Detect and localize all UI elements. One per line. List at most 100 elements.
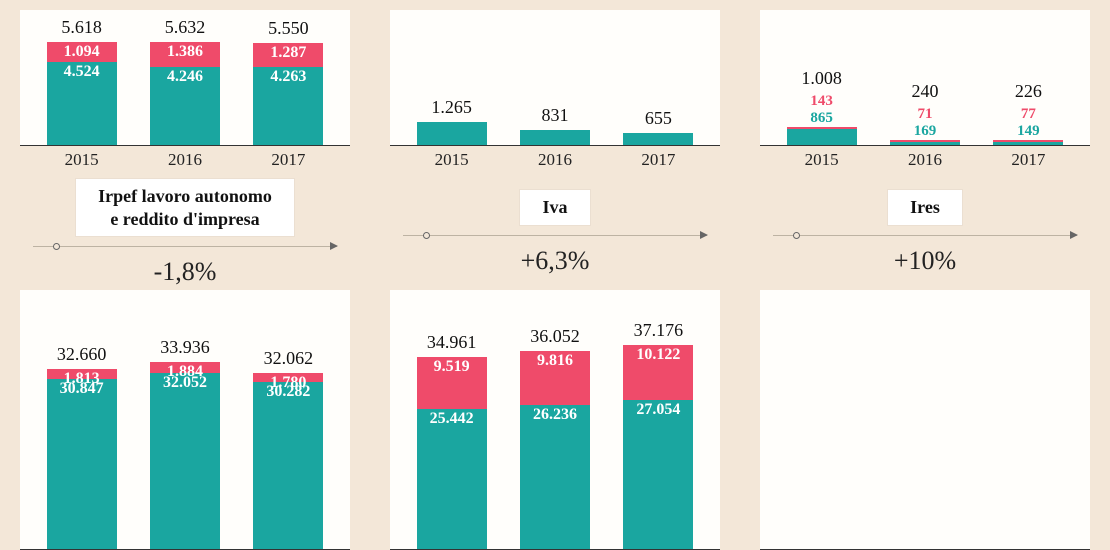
- bar-segment-bottom: 26.236: [520, 405, 590, 549]
- ires-title: Ires: [888, 190, 962, 225]
- bar-total-label: 33.936: [160, 337, 210, 358]
- iva-pct: +6,3%: [521, 246, 590, 276]
- year-label: 2017: [237, 150, 340, 170]
- bar-segment-top: [890, 140, 960, 142]
- bar-segment-bottom: [787, 129, 857, 145]
- ires-top-years: 2015 2016 2017: [760, 146, 1090, 170]
- bar-group: 5.6184.5241.094: [30, 17, 133, 145]
- ires-bottom-chart: [760, 290, 1090, 550]
- axis-arrow-icon: [1070, 231, 1078, 239]
- ires-mid: Ires +10%: [760, 170, 1090, 290]
- bar-total-label: 5.632: [165, 17, 206, 38]
- bar-segment-bottom: 4.524: [47, 62, 117, 145]
- bar-stack: [993, 140, 1063, 145]
- bar-group: 34.96125.4429.519: [400, 332, 503, 549]
- bar-group: 32.660 30.8471.813: [30, 344, 133, 549]
- bar-stack: 4.524 1.094: [47, 42, 117, 145]
- ires-top-wrap: 1.008 143865 240 71169 226 77149 2015 2016 20…: [760, 0, 1090, 170]
- bar-total-label: 1.008: [801, 68, 842, 89]
- irpef-top-chart: 5.6184.5241.0945.6324.2461.3865.5504.263…: [20, 10, 350, 146]
- bar-bottom-value: 169: [914, 123, 937, 140]
- bar-group: 1.008 143865: [770, 68, 873, 145]
- bar-top-value: 1.386: [150, 43, 220, 61]
- year-label: 2015: [30, 150, 133, 170]
- bar-top-value: 10.122: [623, 346, 693, 364]
- irpef-top-wrap: 5.6184.5241.0945.6324.2461.3865.5504.263…: [20, 0, 350, 170]
- iva-title: Iva: [520, 190, 589, 225]
- bar-segment-bottom: 30.282: [253, 382, 323, 549]
- bar-group: 5.5504.2631.287: [237, 18, 340, 145]
- bar-top-value: 71: [914, 106, 937, 123]
- bar-top-value: 9.816: [520, 352, 590, 370]
- iva-top-chart: 1.265 831 655: [390, 10, 720, 146]
- bar-bottom-value: 149: [1017, 123, 1040, 140]
- external-value-labels: 77149: [1017, 106, 1040, 140]
- bar-total-label: 32.660: [57, 344, 107, 365]
- bar-top-value: 143: [810, 93, 833, 110]
- year-label: 2015: [400, 150, 503, 170]
- bar-bottom-value: 25.442: [417, 410, 487, 428]
- bar-segment-bottom: 4.263: [253, 67, 323, 145]
- bar-segment-bottom: 30.847: [47, 379, 117, 549]
- bar-top-value: 1.094: [47, 43, 117, 61]
- year-label: 2016: [873, 150, 976, 170]
- bar-group: 1.265: [400, 97, 503, 145]
- bar-bottom-value: 4.263: [253, 68, 323, 86]
- bar-total-label: 226: [1015, 81, 1042, 102]
- irpef-title: Irpef lavoro autonomo e reddito d'impres…: [76, 179, 294, 236]
- iva-bottom-chart: 34.96125.4429.51936.05226.2369.81637.176…: [390, 290, 720, 550]
- bar-group: 226 77149: [977, 81, 1080, 145]
- bar-segment-bottom: 27.054: [623, 400, 693, 549]
- bar-top-value: 1.813: [47, 370, 117, 388]
- bar-total-label: 36.052: [530, 326, 580, 347]
- bar-stack: [890, 140, 960, 145]
- iva-mid: Iva +6,3%: [390, 170, 720, 290]
- bar-segment-bottom: [993, 142, 1063, 145]
- bar-segment: [623, 133, 693, 145]
- bar-stack: 26.236 9.816: [520, 351, 590, 549]
- bar-total-label: 32.062: [264, 348, 314, 369]
- bar-segment: [520, 130, 590, 145]
- bar-total-label: 34.961: [427, 332, 477, 353]
- external-value-labels: 143865: [810, 93, 833, 127]
- bar-total-label: 240: [911, 81, 938, 102]
- bar-segment-top: 10.122: [623, 345, 693, 401]
- bar-group: 32.062 30.2821.780: [237, 348, 340, 549]
- year-label: 2015: [770, 150, 873, 170]
- bar-total-label: 831: [541, 105, 568, 126]
- bar-stack: 27.054 10.122: [623, 345, 693, 549]
- bar-top-value: 1.287: [253, 44, 323, 62]
- bar-segment-top: 1.094: [47, 42, 117, 62]
- irpef-bottom-chart: 32.66030.8471.81333.93632.0521.88432.062…: [20, 290, 350, 550]
- bar-stack: [787, 127, 857, 145]
- bar-total-label: 37.176: [634, 320, 684, 341]
- bar-group: 5.632 4.246 1.386: [133, 17, 236, 145]
- external-value-labels: 71169: [914, 106, 937, 140]
- bar-segment-top: 1.386: [150, 42, 220, 67]
- year-label: 2017: [977, 150, 1080, 170]
- irpef-mid: Irpef lavoro autonomo e reddito d'impres…: [20, 170, 350, 290]
- bar-stack: 4.263 1.287: [253, 43, 323, 145]
- bar-segment-bottom: [890, 142, 960, 145]
- bar-segment-top: 1.780: [253, 373, 323, 383]
- iva-top-wrap: 1.265 831 655 2015 2016 2017: [390, 0, 720, 170]
- bar-segment-bottom: 4.246: [150, 67, 220, 145]
- bar-segment: [417, 122, 487, 145]
- axis-arrow-icon: [330, 242, 338, 250]
- bar-top-value: 77: [1017, 106, 1040, 123]
- bar-group: 655: [607, 108, 710, 145]
- chart-grid: 5.6184.5241.0945.6324.2461.3865.5504.263…: [0, 0, 1110, 550]
- bar-bottom-value: 4.246: [150, 68, 220, 86]
- iva-top-years: 2015 2016 2017: [390, 146, 720, 170]
- bar-segment-top: 1.287: [253, 43, 323, 67]
- ires-top-chart: 1.008 143865 240 71169 226 77149: [760, 10, 1090, 146]
- bar-group: 37.176 27.054 10.122: [607, 320, 710, 549]
- bar-bottom-value: 4.524: [47, 63, 117, 81]
- bar-stack: 4.246 1.386: [150, 42, 220, 145]
- bar-segment-top: 1.884: [150, 362, 220, 372]
- bar-group: 33.936 32.0521.884: [133, 337, 236, 549]
- bar-segment-top: 9.816: [520, 351, 590, 405]
- bar-stack: 32.0521.884: [150, 362, 220, 549]
- bar-total-label: 655: [645, 108, 672, 129]
- year-label: 2016: [503, 150, 606, 170]
